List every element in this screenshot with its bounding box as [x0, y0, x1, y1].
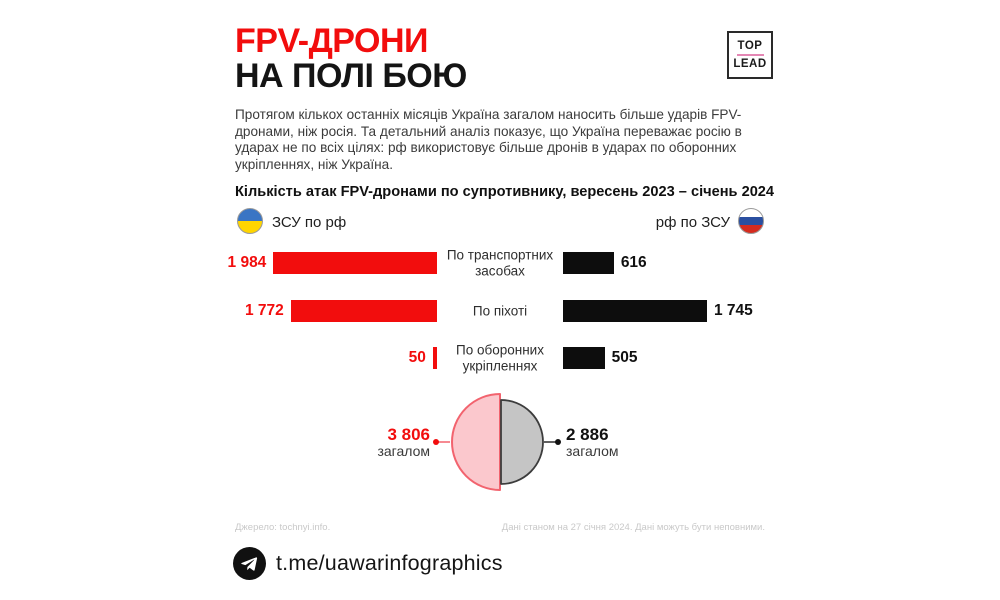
data-date-note: Дані станом на 27 січня 2024. Дані можут… — [501, 522, 765, 533]
intro-paragraph: Протягом кількох останніх місяців Україн… — [235, 107, 742, 172]
title-line-black: НА ПОЛІ БОЮ — [235, 57, 467, 95]
total-ua-value: 3 806 — [387, 425, 430, 444]
ua-bar — [432, 347, 437, 369]
logo-top-text: TOP — [737, 40, 763, 52]
source-note: Джерело: tochnyi.info. — [235, 522, 331, 533]
toplead-logo: TOP LEAD — [727, 31, 773, 79]
bar-value-label-ua: 50 — [408, 349, 426, 366]
legend-label-ru: рф по ЗСУ — [655, 214, 730, 231]
ukraine-flag-icon — [237, 208, 263, 234]
pie-left-half-ua — [451, 393, 501, 491]
total-ru-value: 2 886 — [566, 425, 609, 444]
pie-right-leader-dot — [555, 439, 561, 445]
telegram-handle-text: t.me/uawarinfographics — [276, 551, 503, 575]
logo-divider — [736, 54, 764, 56]
total-ru-sublabel: загалом — [566, 443, 619, 459]
pie-right-half-ru — [500, 399, 544, 485]
bar-category-label: По транспортних засобах — [446, 247, 554, 279]
telegram-icon — [233, 547, 266, 580]
bar-value-label-ua: 1 772 — [245, 301, 284, 319]
bar-value-label-ru: 1 745 — [713, 301, 753, 319]
ru-bar — [563, 299, 707, 322]
totals-pie-chart — [433, 393, 561, 491]
bar-category-label: По піхоті — [472, 302, 528, 318]
ru-bar — [563, 347, 605, 369]
ru-bar — [563, 252, 614, 274]
chart-heading: Кількість атак FPV-дронами по супротивни… — [235, 184, 775, 200]
telegram-link[interactable]: t.me/uawarinfographics — [233, 547, 503, 580]
total-ua: 3 806 загалом — [330, 426, 430, 459]
bar-category-label: По оборонних укріпленнях — [456, 342, 544, 374]
total-ru: 2 886 загалом — [566, 426, 686, 459]
bar-value-label-ru: 505 — [611, 349, 638, 366]
ua-bar — [273, 252, 437, 274]
legend-label-ua: ЗСУ по рф — [272, 214, 347, 231]
pie-left-leader-dot — [433, 439, 439, 445]
ua-bar — [290, 299, 437, 322]
title-line-red: FPV-ДРОНИ — [235, 22, 428, 60]
bar-value-label-ua: 1 984 — [227, 254, 267, 271]
bar-value-label-ru: 616 — [620, 254, 647, 271]
russia-flag-icon — [738, 208, 764, 234]
total-ua-sublabel: загалом — [377, 443, 430, 459]
page-title: FPV-ДРОНИ НА ПОЛІ БОЮ — [235, 24, 467, 94]
logo-lead-text: LEAD — [733, 58, 767, 70]
